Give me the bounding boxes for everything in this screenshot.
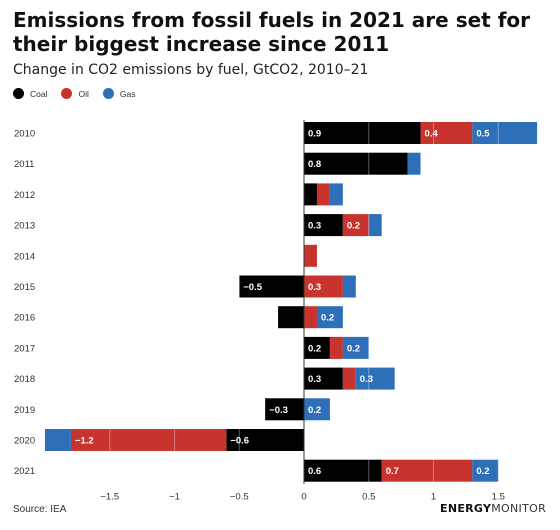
data-label: 0.6: [308, 466, 321, 477]
data-label: 0.8: [308, 159, 321, 170]
data-label: 0.4: [425, 129, 439, 140]
category-label: 2014: [14, 251, 35, 262]
source-note: Source: IEA: [13, 504, 67, 515]
bar-gas: [355, 367, 395, 390]
bar-coal: [304, 214, 343, 237]
chart-subtitle: Change in CO2 emissions by fuel, GtCO2, …: [13, 62, 369, 78]
bar-gas: [329, 183, 343, 206]
data-label: 0.2: [347, 343, 360, 354]
data-label: 0.3: [360, 374, 373, 385]
legend: Coal Oil Gas: [13, 88, 149, 99]
chart-title: Emissions from fossil fuels in 2021 are …: [13, 8, 530, 56]
category-label: 2013: [14, 221, 35, 232]
legend-item-oil: Oil: [61, 88, 89, 99]
data-label: 0.3: [308, 282, 321, 293]
data-label: −0.5: [243, 282, 262, 293]
bar-oil: [342, 367, 356, 390]
bar-coal: [304, 152, 408, 175]
category-label: 2012: [14, 190, 35, 201]
bar-gas: [342, 275, 356, 298]
bar-coal: [304, 459, 382, 482]
category-label: 2010: [14, 129, 35, 140]
category-label: 2021: [14, 466, 35, 477]
data-label: 0.7: [386, 466, 399, 477]
legend-label-oil: Oil: [78, 88, 89, 99]
bar-gas: [407, 152, 421, 175]
bar-oil: [342, 214, 369, 237]
bar-oil: [420, 122, 473, 144]
legend-swatch-gas: [102, 88, 114, 99]
data-label: −0.6: [230, 436, 249, 447]
bar-gas: [472, 122, 538, 144]
data-label: 0.2: [347, 221, 360, 232]
bar-coal: [226, 429, 304, 451]
x-tick-label: −1: [169, 492, 180, 500]
bar-coal: [239, 275, 304, 298]
data-label: 0.9: [308, 129, 321, 140]
category-label: 2020: [14, 436, 35, 447]
bar-oil: [381, 459, 473, 482]
data-label: 0.2: [308, 405, 321, 416]
category-label: 2017: [14, 343, 35, 354]
bar-coal: [265, 398, 304, 421]
bar-oil: [70, 429, 227, 451]
category-label: 2011: [14, 159, 34, 170]
legend-item-gas: Gas: [102, 88, 136, 99]
data-label: 0.3: [308, 374, 321, 385]
bar-chart: 2010 0.9 0.4 0.5 2011 0.8 2012 2013 0.3 0.2 2014 20…: [14, 120, 538, 500]
logo-part-monitor: MONITOR: [491, 502, 547, 515]
bar-oil: [304, 275, 343, 298]
bar-gas: [316, 306, 343, 329]
bar-oil: [304, 244, 317, 267]
legend-swatch-coal: [13, 88, 24, 99]
x-tick-label: 1: [431, 492, 436, 500]
bar-coal: [304, 122, 421, 144]
data-label: −1.2: [75, 436, 94, 447]
x-tick-label: −0.5: [230, 492, 249, 500]
data-label: 0.2: [321, 313, 334, 324]
x-tick-label: −1.5: [100, 492, 119, 500]
bar-oil: [329, 336, 343, 359]
top-rule: [0, 0, 560, 6]
category-label: 2018: [14, 374, 35, 385]
bar-oil: [304, 306, 317, 329]
legend-swatch-oil: [61, 88, 73, 99]
bar-gas: [368, 214, 382, 237]
category-label: 2016: [14, 313, 35, 324]
bar-gas: [472, 459, 499, 482]
legend-label-gas: Gas: [119, 88, 136, 99]
legend-item-coal: Coal: [13, 88, 47, 99]
bar-coal: [278, 306, 304, 329]
bar-coal: [304, 336, 330, 359]
bar-coal: [304, 367, 343, 390]
x-tick-label: 0: [301, 492, 306, 500]
bar-gas: [45, 429, 71, 451]
data-label: −0.3: [269, 405, 288, 416]
bar-gas: [342, 336, 369, 359]
logo-part-energy: ENERGY: [440, 502, 492, 515]
brand-logo: ENERGYMONITOR: [440, 502, 546, 515]
data-label: 0.2: [476, 466, 489, 477]
category-label: 2015: [14, 282, 35, 293]
bar-coal: [304, 183, 317, 206]
category-label: 2019: [14, 405, 35, 416]
data-label: 0.5: [476, 129, 490, 140]
x-tick-label: 0.5: [362, 492, 375, 500]
data-label: 0.3: [308, 221, 321, 232]
bar-oil: [316, 183, 330, 206]
bar-gas: [304, 398, 330, 421]
data-label: 0.2: [308, 343, 321, 354]
x-tick-label: 1.5: [492, 492, 505, 500]
legend-label-coal: Coal: [30, 88, 48, 99]
